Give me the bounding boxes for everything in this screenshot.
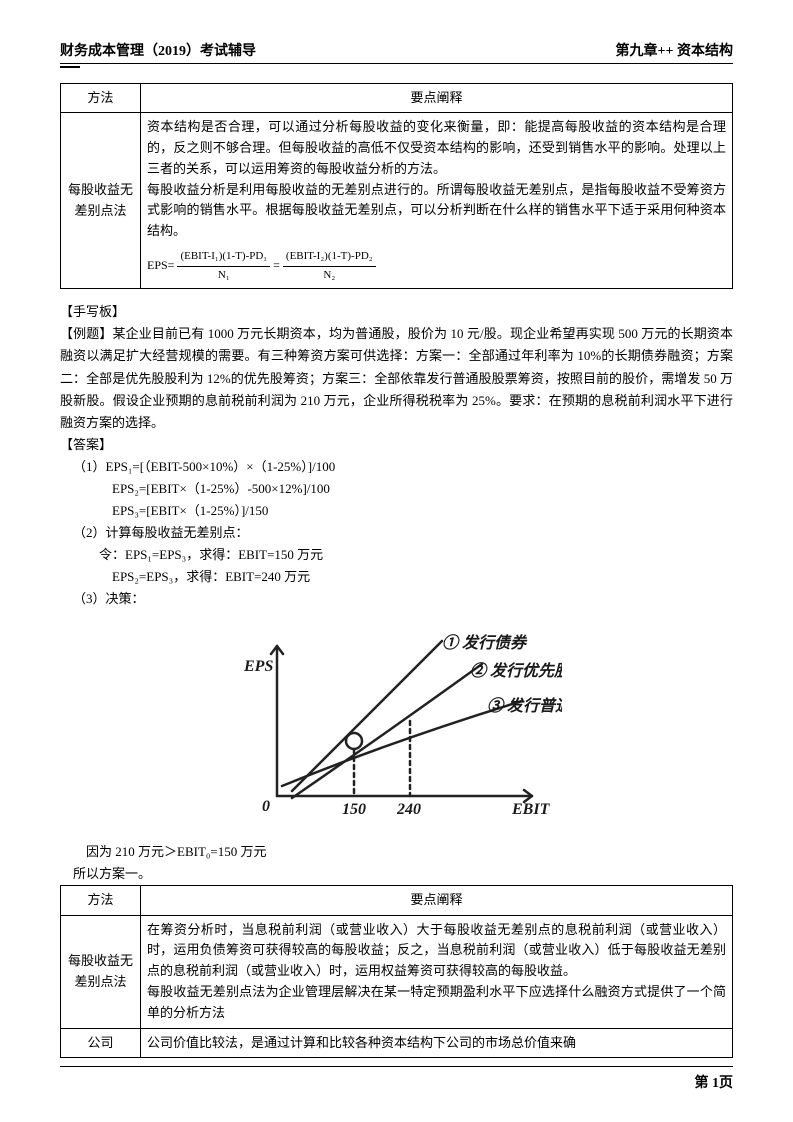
eq-sign: = [273,258,280,272]
frac2-den: N₂ [283,267,376,285]
method-table-2: 方法 要点阐释 每股收益无差别点法 在筹资分析时，当息税前利润（或营业收入）大于… [60,885,733,1059]
frac-2: (EBIT-I₂)(1-T)-PD₂ N₂ [283,248,376,284]
table2-p1: 在筹资分析时，当息税前利润（或营业收入）大于每股收益无差别点的息税前利润（或营业… [147,920,726,982]
intersection-1 [346,733,362,749]
answer-line-1: （1）EPS₁=[（EBIT-500×10%）×（1-25%）]/100 [73,456,733,478]
x-end-label: EBIT [511,801,551,818]
chart-label-3: ③ 发行普通股 [487,697,562,715]
example-label: 【例题】 [60,326,113,341]
hand-label: 【手写板】 [60,301,733,323]
table2-row2-method: 公司 [61,1028,141,1058]
table2-p2: 每股收益无差别点法为企业管理层解决在某一特定预期盈利水平下应选择什么融资方式提供… [147,982,726,1024]
answer-line-6: EPS₂=EPS₃，求得：EBIT=240 万元 [112,566,733,588]
answer-line-7: （3）决策： [73,588,733,610]
answer-label: 【答案】 [60,434,733,456]
frac1-num: (EBIT-I₁)(1-T)-PD₁ [177,248,270,267]
table1-header-explain: 要点阐释 [141,83,733,113]
header-left: 财务成本管理（2019）考试辅导 [60,40,256,60]
frac2-num: (EBIT-I₂)(1-T)-PD₂ [283,248,376,267]
table2-row2-text: 公司价值比较法，是通过计算和比较各种资本结构下公司的市场总价值来确 [141,1028,733,1058]
line-common [282,701,522,786]
conclusion-2: 所以方案一。 [60,863,733,885]
table1-p1: 资本结构是否合理，可以通过分析每股收益的变化来衡量，即：能提高每股收益的资本结构… [147,117,726,179]
method-table-1: 方法 要点阐释 每股收益无差别点法 资本结构是否合理，可以通过分析每股收益的变化… [60,83,733,290]
table1-method-cell: 每股收益无差别点法 [61,113,141,289]
table1-explain-cell: 资本结构是否合理，可以通过分析每股收益的变化来衡量，即：能提高每股收益的资本结构… [141,113,733,289]
line-preferred [292,664,482,798]
table2-header-method: 方法 [61,885,141,915]
y-axis-label: EPS [243,658,273,675]
header-right: 第九章++ 资本结构 [616,40,733,60]
page-footer: 第 1页 [695,1072,734,1092]
chart-area: EPS 0 150 240 EBIT ① 发行债券 ② 发行优先股 ③ 发行普通… [60,626,733,826]
answer-block: （1）EPS₁=[（EBIT-500×10%）×（1-25%）]/100 EPS… [73,456,733,611]
footer-line [60,1066,733,1067]
origin-label: 0 [262,798,270,815]
table2-method-cell: 每股收益无差别点法 [61,915,141,1028]
example-block: 【例题】某企业目前已有 1000 万元长期资本，均为普通股，股价为 10 元/股… [60,323,733,433]
answer-line-4: （2）计算每股收益无差别点： [73,522,733,544]
table1-header-method: 方法 [61,83,141,113]
conclusion-1: 因为 210 万元＞EBIT₀=150 万元 [60,841,733,863]
example-text: 某企业目前已有 1000 万元长期资本，均为普通股，股价为 10 元/股。现企业… [60,326,733,429]
table1-p2: 每股收益分析是利用每股收益的无差别点进行的。所谓每股收益无差别点，是指每股收益不… [147,180,726,242]
header-underline [60,66,80,68]
chart-label-1: ① 发行债券 [442,634,528,652]
frac1-den: N₁ [177,267,270,285]
x-tick-1: 150 [342,801,366,818]
table2-header-explain: 要点阐释 [141,885,733,915]
frac-1: (EBIT-I₁)(1-T)-PD₁ N₁ [177,248,270,284]
x-tick-2: 240 [396,801,421,818]
eps-formula: EPS= (EBIT-I₁)(1-T)-PD₁ N₁ = (EBIT-I₂)(1… [147,248,726,284]
eps-chart: EPS 0 150 240 EBIT ① 发行债券 ② 发行优先股 ③ 发行普通… [232,626,562,826]
answer-line-2: EPS₂=[EBIT×（1-25%）-500×12%]/100 [112,478,733,500]
answer-line-5: 令：EPS₁=EPS₃，求得：EBIT=150 万元 [99,544,733,566]
eps-label: EPS= [147,258,174,272]
line-bonds [292,641,442,791]
table2-explain-cell: 在筹资分析时，当息税前利润（或营业收入）大于每股收益无差别点的息税前利润（或营业… [141,915,733,1028]
page-header: 财务成本管理（2019）考试辅导 第九章++ 资本结构 [60,40,733,64]
chart-label-2: ② 发行优先股 [470,662,562,680]
answer-line-3: EPS₃=[EBIT×（1-25%）]/150 [112,500,733,522]
